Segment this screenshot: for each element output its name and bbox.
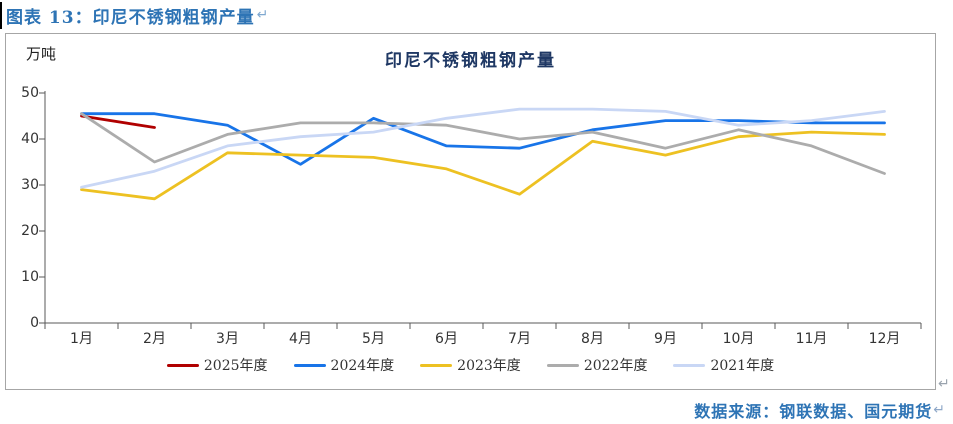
series-line-2023年度 bbox=[80, 130, 886, 201]
x-tick-label: 11月 bbox=[795, 331, 828, 347]
x-tick-label: 9月 bbox=[654, 331, 677, 347]
legend-line-swatch bbox=[546, 363, 579, 367]
y-tick-label: 20 bbox=[21, 223, 39, 239]
legend-line-swatch bbox=[673, 363, 706, 367]
chart-legend: 2025年度 2024年度 2023年度 2022年度 2021年度 bbox=[6, 355, 935, 375]
series-line-2022年度 bbox=[80, 112, 886, 175]
y-tick-label: 40 bbox=[21, 131, 39, 147]
legend-line-swatch bbox=[420, 363, 453, 367]
chart-title: 印尼不锈钢粗钢产量 bbox=[385, 51, 556, 71]
legend-label: 2025年度 bbox=[203, 358, 268, 374]
x-tick-label: 10月 bbox=[722, 331, 755, 347]
legend-item-2023年度: 2023年度 bbox=[420, 355, 521, 375]
legend-label: 2023年度 bbox=[457, 358, 521, 374]
legend-item-2024年度: 2024年度 bbox=[293, 355, 395, 375]
data-source-text: 数据来源：钢联数据、国元期货 bbox=[694, 402, 933, 421]
line-chart-plot-area bbox=[39, 91, 922, 329]
chart-figure[interactable]: 万吨 印尼不锈钢粗钢产量 0 10 20 30 40 50 1月 2月 3月 4月 5月 6月 7月 8… bbox=[5, 33, 936, 390]
text-cursor bbox=[0, 1, 2, 29]
legend-label: 2021年度 bbox=[710, 358, 775, 374]
x-tick-label: 3月 bbox=[216, 331, 239, 347]
x-tick-label: 8月 bbox=[581, 331, 604, 347]
x-tick-label: 2月 bbox=[143, 331, 166, 347]
figure-caption-text: 图表 13：印尼不锈钢粗钢产量 bbox=[6, 7, 255, 28]
data-source-line: 数据来源：钢联数据、国元期货 ↵ bbox=[694, 398, 945, 422]
y-tick-label: 50 bbox=[21, 85, 39, 101]
y-tick-label: 10 bbox=[21, 269, 39, 285]
series-line-2025年度 bbox=[80, 114, 156, 129]
legend-label: 2024年度 bbox=[330, 358, 395, 374]
legend-item-2021年度: 2021年度 bbox=[673, 355, 774, 375]
paragraph-return-icon: ↵ bbox=[933, 402, 945, 418]
x-tick-label: 1月 bbox=[70, 331, 93, 347]
x-tick-label: 7月 bbox=[508, 331, 531, 347]
x-tick-label: 12月 bbox=[868, 331, 901, 347]
legend-line-swatch bbox=[293, 363, 326, 367]
paragraph-return-icon: ↵ bbox=[256, 7, 269, 23]
x-tick-label: 5月 bbox=[362, 331, 385, 347]
legend-line-swatch bbox=[166, 363, 199, 367]
paragraph-return-icon: ↵ bbox=[938, 376, 950, 392]
y-tick-label: 30 bbox=[21, 177, 39, 193]
legend-item-2025年度: 2025年度 bbox=[166, 355, 268, 375]
y-axis-unit-label: 万吨 bbox=[26, 45, 57, 63]
legend-label: 2022年度 bbox=[583, 358, 648, 374]
legend-item-2022年度: 2022年度 bbox=[546, 355, 648, 375]
x-tick-label: 6月 bbox=[435, 331, 458, 347]
series-line-2021年度 bbox=[80, 107, 886, 189]
y-tick-label: 0 bbox=[30, 315, 39, 331]
series-line-2024年度 bbox=[80, 112, 886, 166]
x-tick-label: 4月 bbox=[289, 331, 312, 347]
figure-caption: 图表 13：印尼不锈钢粗钢产量 ↵ bbox=[0, 0, 268, 30]
